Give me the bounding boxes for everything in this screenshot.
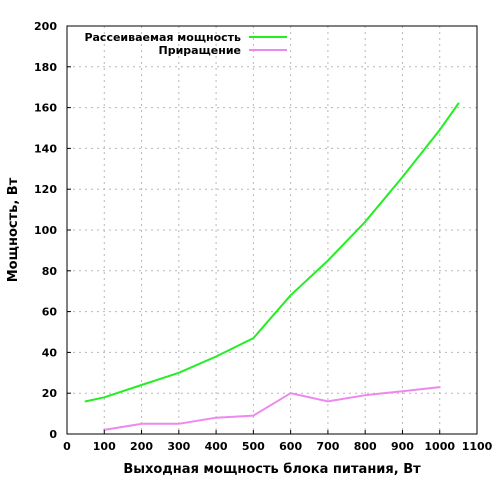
x-tick-label: 600 [279, 440, 302, 453]
x-tick-label: 1100 [462, 440, 493, 453]
x-tick-label: 400 [205, 440, 228, 453]
x-tick-label: 800 [354, 440, 377, 453]
y-axis-title: Мощность, Вт [6, 177, 21, 282]
series-line-2 [103, 386, 441, 431]
y-tick-label: 200 [34, 20, 57, 33]
y-tick-label: 80 [42, 265, 58, 278]
y-tick-label: 40 [42, 346, 58, 359]
y-tick-label: 20 [42, 387, 58, 400]
legend-label: Рассеиваемая мощность [84, 31, 241, 44]
grid-lines [67, 26, 477, 434]
x-axis-title: Выходная мощность блока питания, Вт [123, 462, 421, 477]
x-tick-label: 500 [242, 440, 265, 453]
x-axis-tick-labels: 0 100 200 300 400 500 600 700 800 900 1000 1100 [63, 440, 492, 453]
y-tick-label: 120 [34, 183, 57, 196]
y-tick-label: 60 [42, 306, 58, 319]
x-tick-label: 200 [130, 440, 153, 453]
series-line-1 [84, 102, 460, 403]
x-tick-label: 900 [391, 440, 414, 453]
legend-entry-1: Рассеиваемая мощность [84, 31, 287, 44]
series-lines [84, 102, 460, 431]
x-tick-label: 700 [316, 440, 339, 453]
y-tick-label: 140 [34, 142, 57, 155]
y-tick-label: 100 [34, 224, 57, 237]
x-tick-label: 100 [93, 440, 116, 453]
y-tick-label: 160 [34, 102, 57, 115]
x-tick-label: 0 [63, 440, 71, 453]
legend-label: Приращение [159, 44, 241, 57]
y-tick-label: 0 [49, 428, 57, 441]
legend-entry-2: Приращение [159, 44, 287, 57]
y-tick-label: 180 [34, 61, 57, 74]
x-tick-label: 300 [167, 440, 190, 453]
y-axis-tick-labels: 0 20 40 60 80 100 120 140 160 180 200 [34, 20, 57, 441]
x-tick-label: 1000 [424, 440, 455, 453]
axis-ticks [66, 25, 478, 435]
